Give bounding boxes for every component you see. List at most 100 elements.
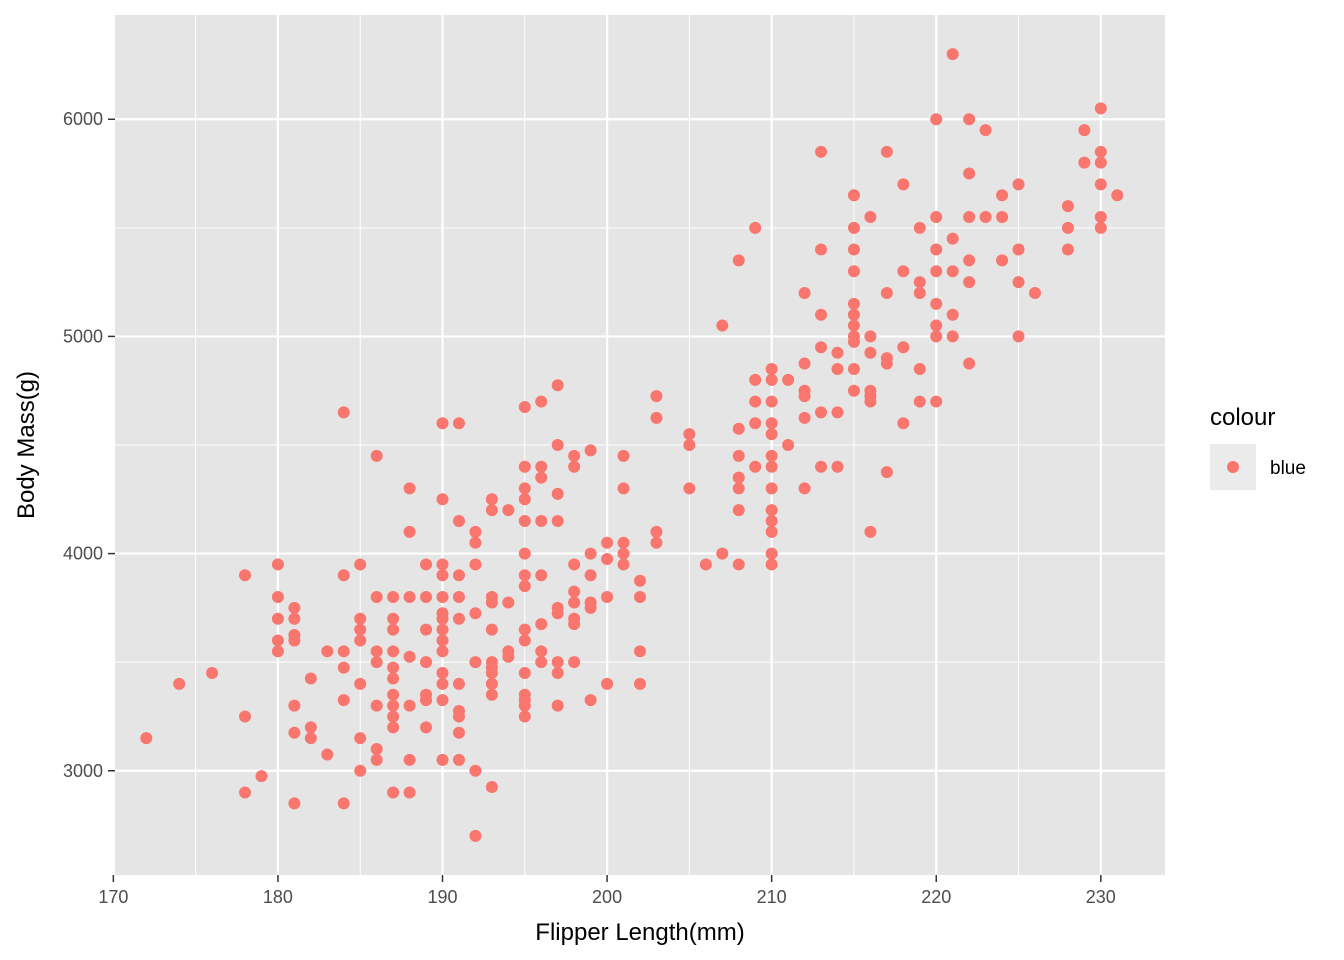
data-point [518, 569, 531, 582]
data-point [436, 667, 449, 680]
data-point [765, 482, 778, 495]
data-point [847, 297, 860, 310]
y-tick-label: 5000 [63, 326, 103, 346]
data-point [732, 254, 745, 267]
data-point [387, 623, 400, 636]
data-point [1012, 330, 1025, 343]
data-point [354, 764, 367, 777]
data-point [354, 732, 367, 745]
data-point [913, 276, 926, 289]
data-point [436, 493, 449, 506]
data-point [354, 558, 367, 571]
data-point [551, 667, 564, 680]
data-point [502, 650, 515, 663]
data-point [518, 699, 531, 712]
data-point [370, 753, 383, 766]
data-point [847, 265, 860, 278]
data-point [485, 688, 498, 701]
data-point [880, 357, 893, 370]
data-point [469, 525, 482, 538]
data-point [239, 710, 252, 723]
data-point [140, 732, 153, 745]
legend: colour blue [1210, 404, 1306, 490]
data-point [847, 362, 860, 375]
data-point [601, 591, 614, 604]
data-point [963, 113, 976, 126]
data-point [847, 319, 860, 332]
data-point [782, 373, 795, 386]
data-point [551, 515, 564, 528]
data-point [864, 395, 877, 408]
data-point [765, 504, 778, 517]
legend-point-icon [1227, 461, 1239, 473]
data-point [518, 493, 531, 506]
data-point [436, 569, 449, 582]
data-point [963, 167, 976, 180]
data-point [765, 428, 778, 441]
data-point [634, 677, 646, 690]
data-point [387, 721, 400, 734]
data-point [946, 265, 959, 278]
data-point [1012, 178, 1025, 191]
x-tick-label: 200 [592, 887, 622, 907]
data-point [288, 601, 301, 614]
minor-gridlines [115, 15, 1165, 875]
data-point [930, 210, 943, 223]
data-point [897, 341, 910, 354]
x-axis-title: Flipper Length(mm) [535, 919, 744, 946]
data-point [469, 829, 482, 842]
data-point [847, 221, 860, 234]
data-point [452, 569, 465, 582]
data-point [518, 515, 531, 528]
data-point [518, 580, 531, 593]
data-point [1061, 200, 1074, 213]
data-point [304, 672, 317, 685]
data-point [584, 694, 597, 707]
data-point [551, 439, 564, 451]
data-point [963, 210, 976, 223]
data-point [634, 574, 646, 587]
data-point [370, 743, 383, 756]
data-point [749, 221, 762, 234]
data-point [831, 362, 844, 375]
data-point [650, 390, 663, 403]
data-point [765, 558, 778, 571]
data-point [420, 694, 433, 707]
data-point [765, 525, 778, 538]
data-point [946, 308, 959, 321]
data-point [847, 189, 860, 202]
data-point [551, 699, 564, 712]
data-point [815, 341, 828, 354]
y-axis: 3000 4000 5000 6000 [63, 109, 115, 781]
data-point [601, 553, 614, 566]
data-point [485, 623, 498, 636]
data-point [897, 417, 910, 430]
data-point [1094, 145, 1107, 158]
data-point [403, 482, 416, 495]
data-point [271, 591, 284, 604]
data-point [485, 504, 498, 517]
x-tick-label: 220 [921, 887, 951, 907]
data-point [847, 243, 860, 256]
data-point [568, 460, 581, 473]
data-point [1078, 124, 1091, 137]
data-point [634, 591, 646, 604]
data-point [387, 688, 400, 701]
data-point [288, 634, 301, 647]
data-point [551, 379, 564, 392]
data-point [288, 699, 301, 712]
data-point [518, 623, 531, 636]
data-point [765, 362, 778, 375]
data-point [617, 482, 630, 495]
data-point [831, 460, 844, 473]
data-point [337, 797, 350, 810]
data-point [337, 406, 350, 419]
data-point [420, 558, 433, 571]
data-point [436, 612, 449, 625]
data-point [798, 357, 811, 370]
y-tick-label: 4000 [63, 544, 103, 564]
data-point [354, 677, 367, 690]
data-point [963, 276, 976, 289]
data-point [765, 395, 778, 408]
